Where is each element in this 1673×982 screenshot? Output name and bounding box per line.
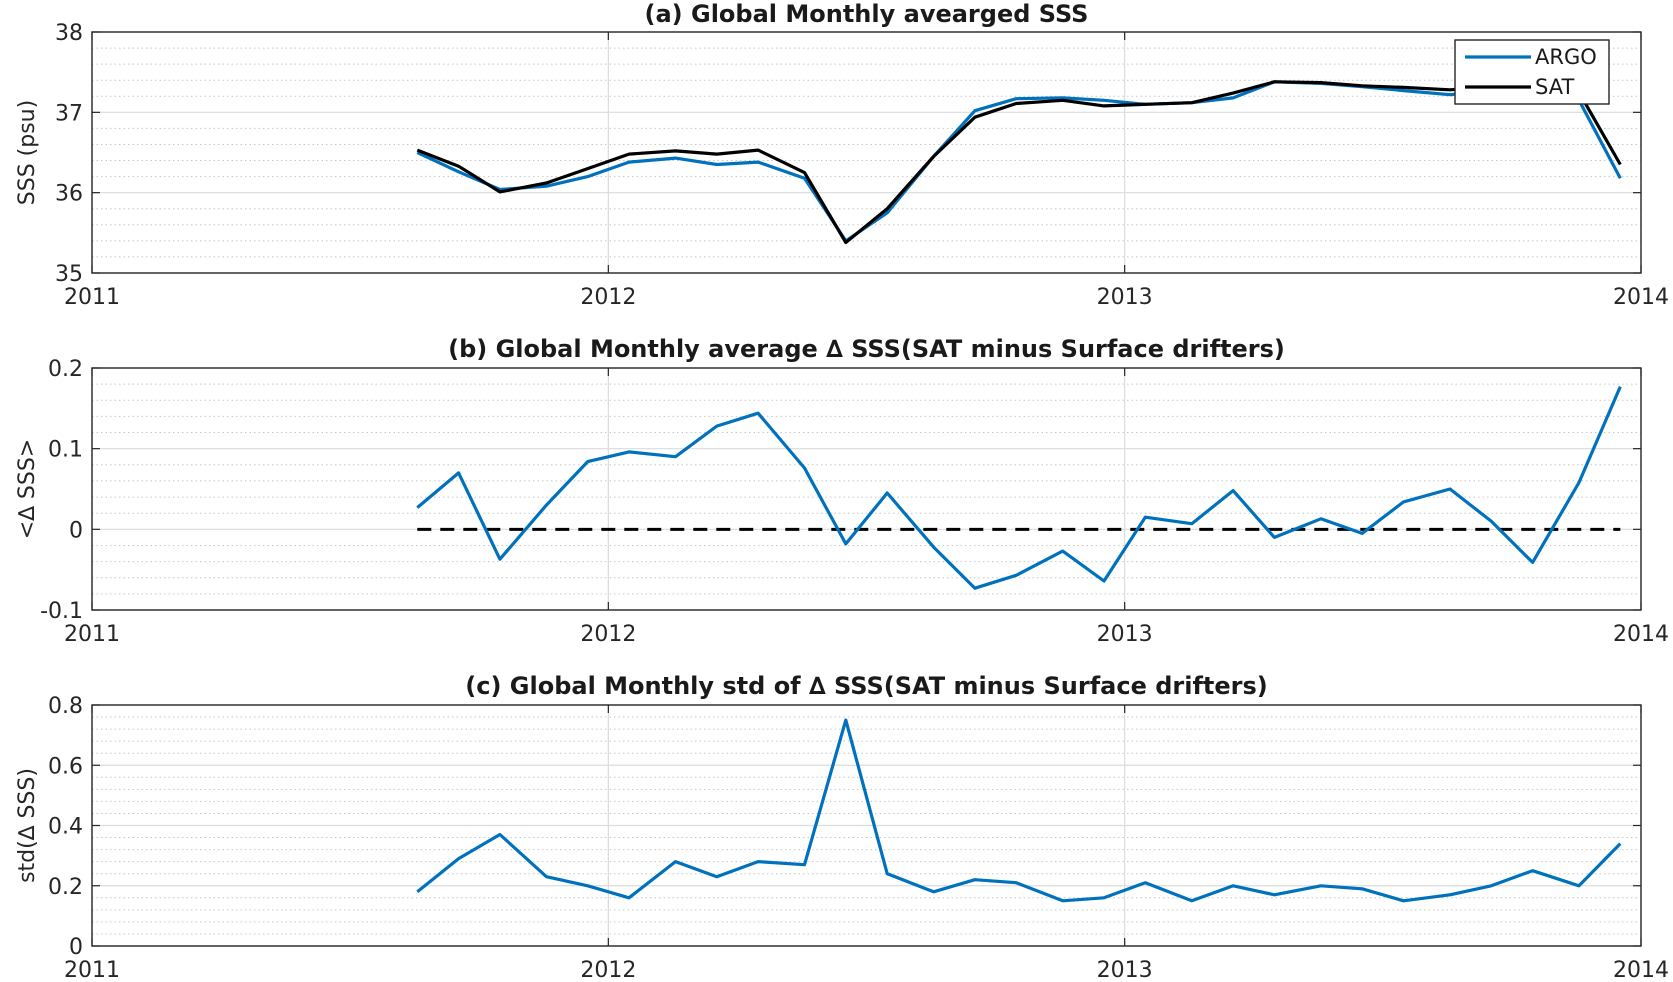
x-tick-label: 2014 [1613,622,1669,647]
series-line-argo [416,80,1622,243]
x-tick-label: 2011 [64,622,120,647]
plot-area [92,368,1641,610]
legend: ARGO SAT [1454,39,1610,105]
x-tick-label: 2013 [1097,285,1153,310]
x-tick-label: 2014 [1613,285,1669,310]
axes-box [91,704,1642,947]
series-line-sat [416,80,1622,245]
x-tick-label: 2011 [64,285,120,310]
y-tick-label: 37 [55,101,83,126]
y-tick-label: 0.1 [48,438,83,463]
axes-box [91,367,1642,611]
panel-2: 2011 2012 2013 2014 0 0.2 0.4 0.6 0.8 (c) Global … [15,672,1669,982]
y-tick-label: 38 [55,21,83,46]
y-tick-label: 35 [55,262,83,287]
x-tick-label: 2013 [1097,958,1153,982]
series-line-0 [416,718,1622,903]
y-tick-label: 0.8 [48,694,83,719]
panel-0: 2011 2012 2013 2014 35 36 37 38 (a) Global Month… [15,0,1669,310]
chart-title: (c) Global Monthly std of ∆ SSS(SAT minu… [465,672,1267,700]
y-tick-label: 0.2 [48,875,83,900]
axes-box [91,31,1642,274]
y-axis-label: SSS (psu) [15,100,40,205]
y-tick-label: 0.4 [48,815,83,840]
plot-area [92,32,1641,273]
x-tick-label: 2012 [580,285,636,310]
x-tick-label: 2013 [1097,622,1153,647]
y-tick-label: 36 [55,182,83,207]
y-tick-label: -0.1 [40,599,83,624]
y-tick-label: 0 [69,518,83,543]
panel-1: 2011 2012 2013 2014 -0.1 0 0.1 0.2 (b) Global Mo… [15,335,1669,647]
legend-box [1454,39,1610,105]
y-tick-label: 0.6 [48,754,83,779]
y-axis-label: <∆ SSS> [15,439,40,539]
x-tick-label: 2014 [1613,958,1669,982]
y-tick-label: 0.2 [48,357,83,382]
legend-entry: ARGO [1535,45,1597,69]
x-tick-label: 2012 [580,622,636,647]
chart-title: (a) Global Monthly avearged SSS [645,0,1089,28]
chart-title: (b) Global Monthly average ∆ SSS(SAT min… [448,335,1285,363]
y-axis-label: std(∆ SSS) [15,768,40,883]
series-line-0 [416,385,1622,590]
x-tick-label: 2011 [64,958,120,982]
legend-entry: SAT [1535,75,1574,99]
y-tick-label: 0 [69,935,83,960]
x-tick-label: 2012 [580,958,636,982]
